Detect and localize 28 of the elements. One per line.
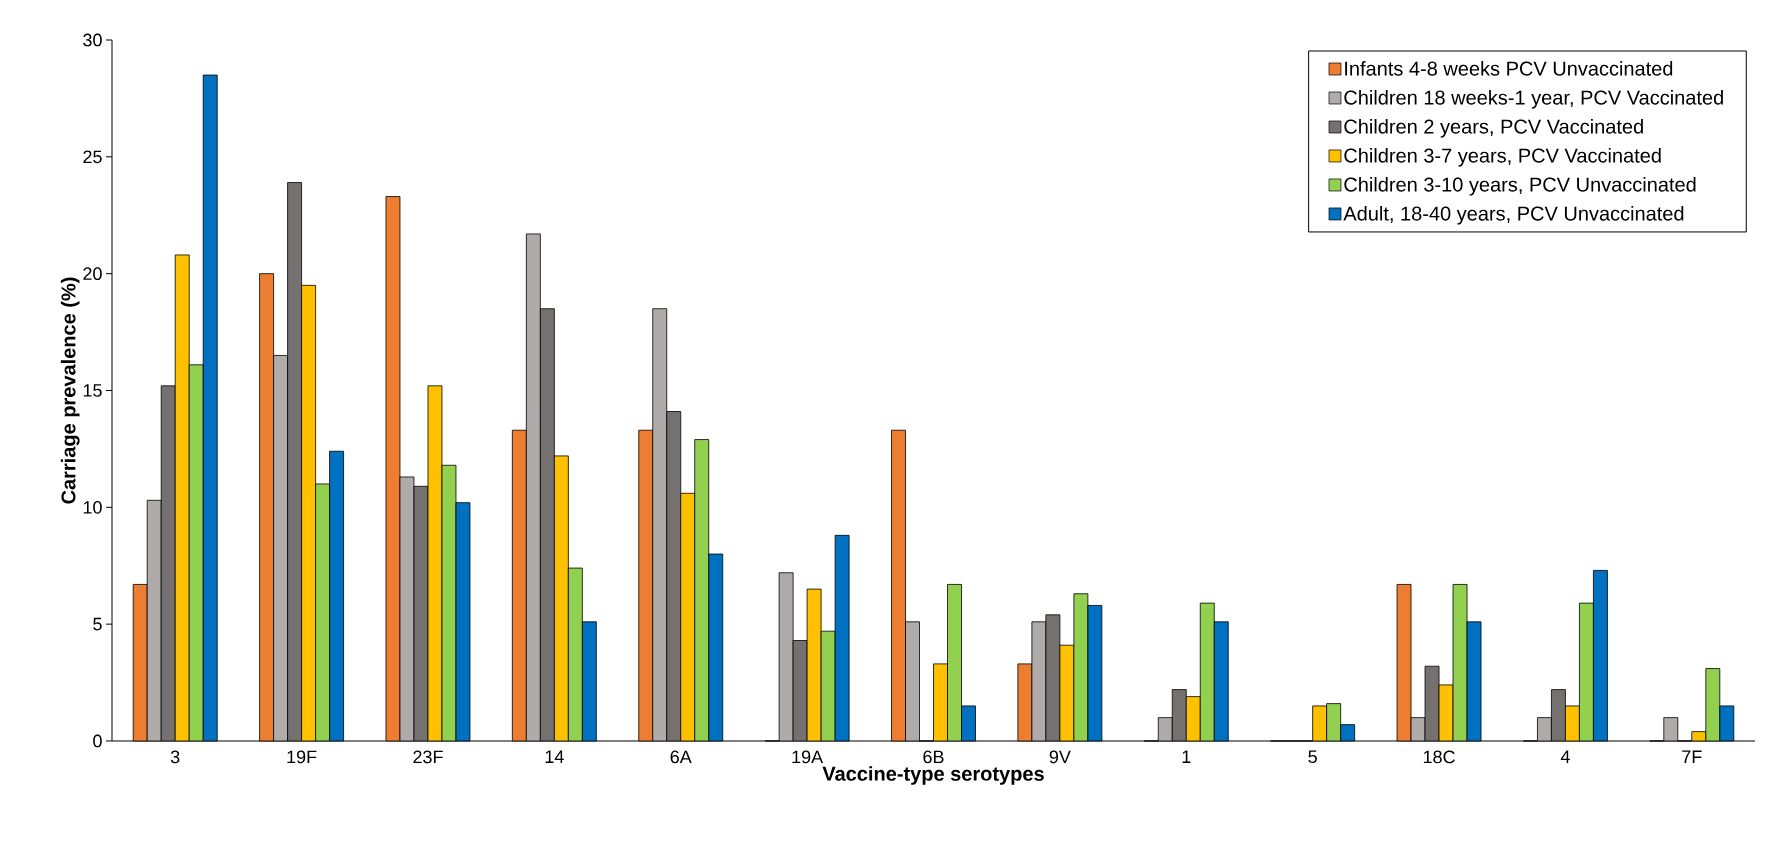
x-tick-label: 1	[1182, 750, 1191, 763]
x-axis-title: Vaccine-type serotypes	[822, 766, 1044, 785]
x-tick-label: 14	[545, 750, 564, 763]
legend-label: Children 18 weeks-1 year, PCV Vaccinated	[1344, 90, 1723, 109]
x-tick-label: 19A	[792, 750, 824, 764]
x-tick-label: 6A	[670, 750, 692, 764]
x-tick-label: 3	[170, 750, 180, 764]
y-tick-label: 20	[83, 267, 102, 281]
x-tick-label: 4	[1560, 750, 1570, 763]
y-tick-label: 25	[83, 150, 102, 164]
x-tick-label: 18C	[1423, 750, 1455, 764]
x-tick-label: 7F	[1682, 750, 1702, 763]
x-tick-label: 23F	[413, 750, 443, 764]
y-tick-label: 10	[83, 500, 102, 514]
legend-label: Children 2 years, PCV Vaccinated	[1344, 118, 1643, 138]
y-axis-title: Carriage prevalence (%)	[60, 277, 80, 504]
x-tick-label: 5	[1308, 750, 1317, 764]
y-tick-label: 5	[93, 617, 102, 631]
y-tick-label: 0	[93, 734, 102, 748]
legend-label: Infants 4-8 weeks PCV Unvaccinated	[1345, 61, 1673, 76]
y-tick-label: 15	[83, 384, 102, 397]
x-tick-label: 19F	[287, 750, 317, 764]
legend-label: Children 3-7 years, PCV Vaccinated	[1344, 147, 1661, 167]
x-tick-label: 6B	[923, 750, 944, 764]
legend-label: Adult, 18-40 years, PCV Unvaccinated	[1343, 205, 1684, 225]
y-tick-label: 30	[83, 33, 102, 47]
x-tick-label: 9V	[1049, 750, 1071, 764]
legend-label: Children 3-10 years, PCV Unvaccinated	[1344, 176, 1696, 196]
